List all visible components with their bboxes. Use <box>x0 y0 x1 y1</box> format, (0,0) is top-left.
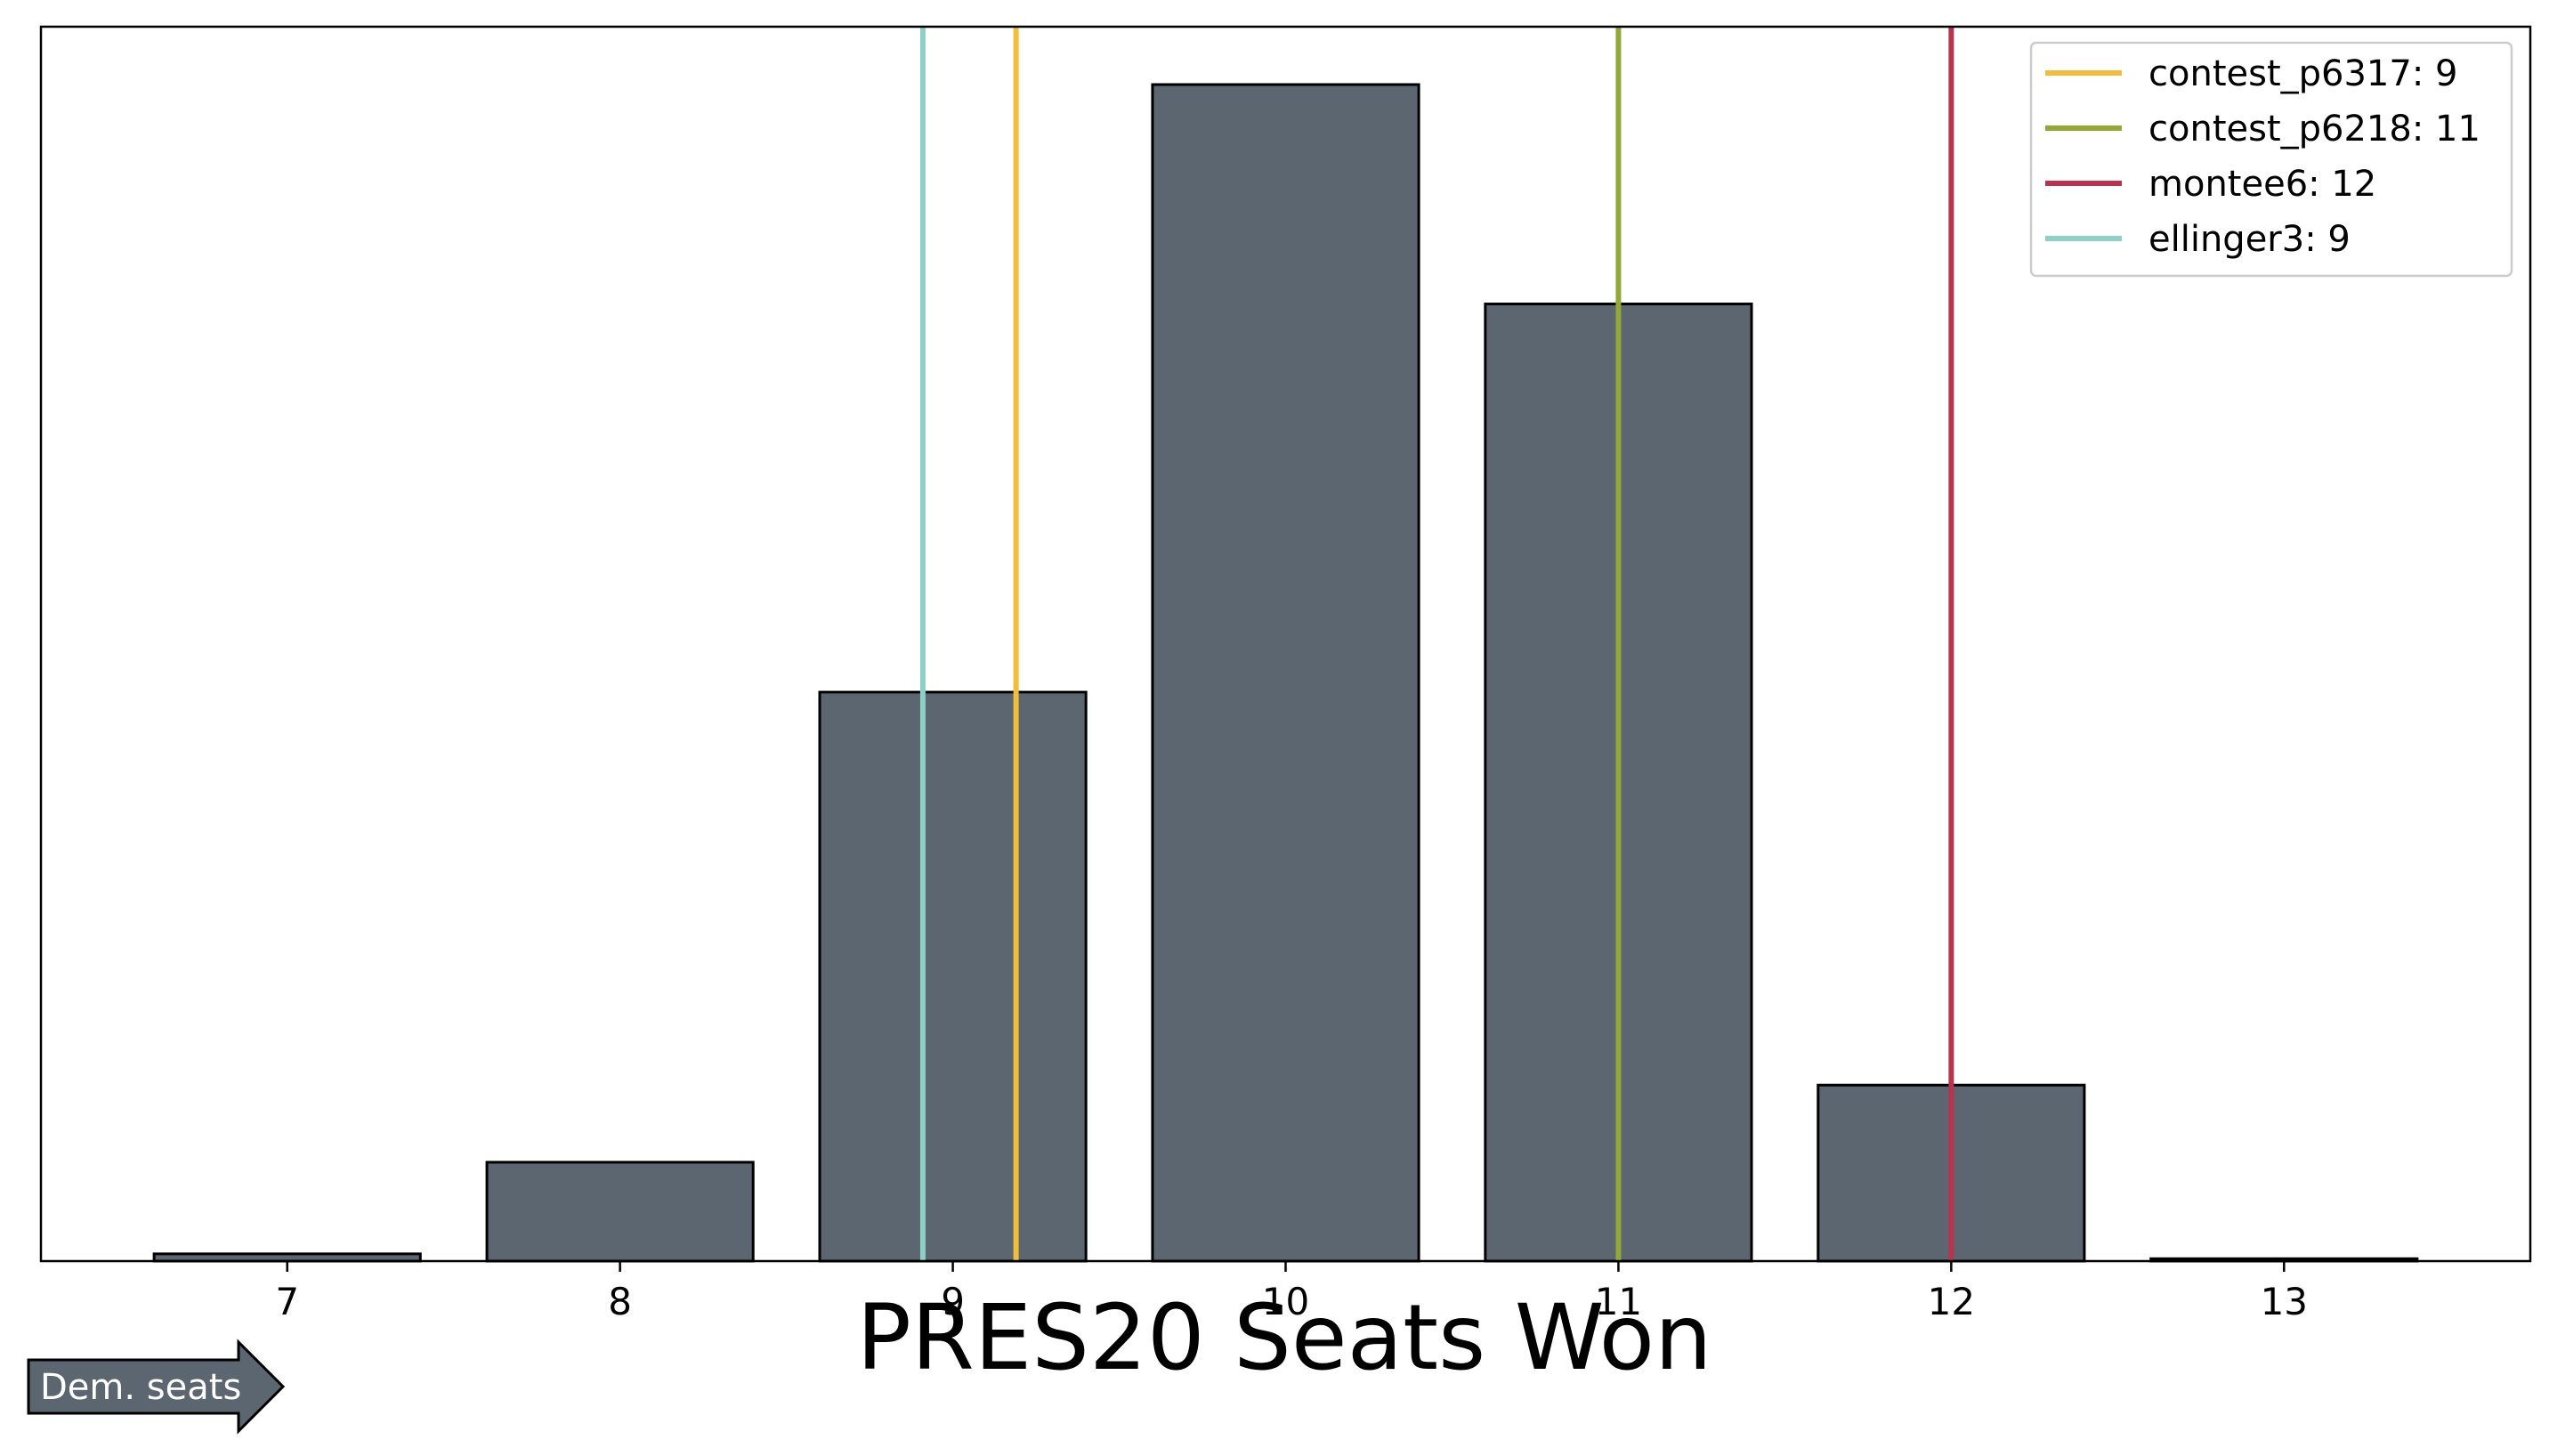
x-tick-label-7: 7 <box>275 1280 299 1323</box>
bar-9 <box>818 691 1088 1263</box>
x-tick-label-12: 12 <box>1928 1280 1975 1323</box>
legend-label-2: montee6: 12 <box>2148 164 2376 205</box>
bar-10 <box>1151 83 1420 1263</box>
x-axis-ticks: 7 8 9 10 11 12 13 <box>275 1261 2308 1323</box>
x-tick-label-11: 11 <box>1595 1280 1642 1323</box>
legend: contest_p6317: 9 contest_p6218: 11 montee6… <box>2029 41 2513 278</box>
x-tick-label-10: 10 <box>1262 1280 1309 1323</box>
arrow-shape <box>27 1339 286 1435</box>
x-tick-label-8: 8 <box>608 1280 632 1323</box>
legend-label-1: contest_p6218: 11 <box>2148 109 2480 150</box>
legend-label-3: ellinger3: 9 <box>2148 219 2351 260</box>
legend-box <box>2029 41 2513 278</box>
x-axis-label: PRES20 Seats Won <box>856 1285 1711 1391</box>
x-tick-label-13: 13 <box>2261 1280 2308 1323</box>
reference-lines-layer <box>919 27 1954 1261</box>
legend-label-0: contest_p6317: 9 <box>2148 53 2457 94</box>
bar-8 <box>485 1161 755 1263</box>
arrow-label: Dem. seats <box>40 1367 241 1408</box>
dem-seats-arrow: Dem. seats <box>27 1339 286 1435</box>
x-tick-label-9: 9 <box>941 1280 965 1323</box>
